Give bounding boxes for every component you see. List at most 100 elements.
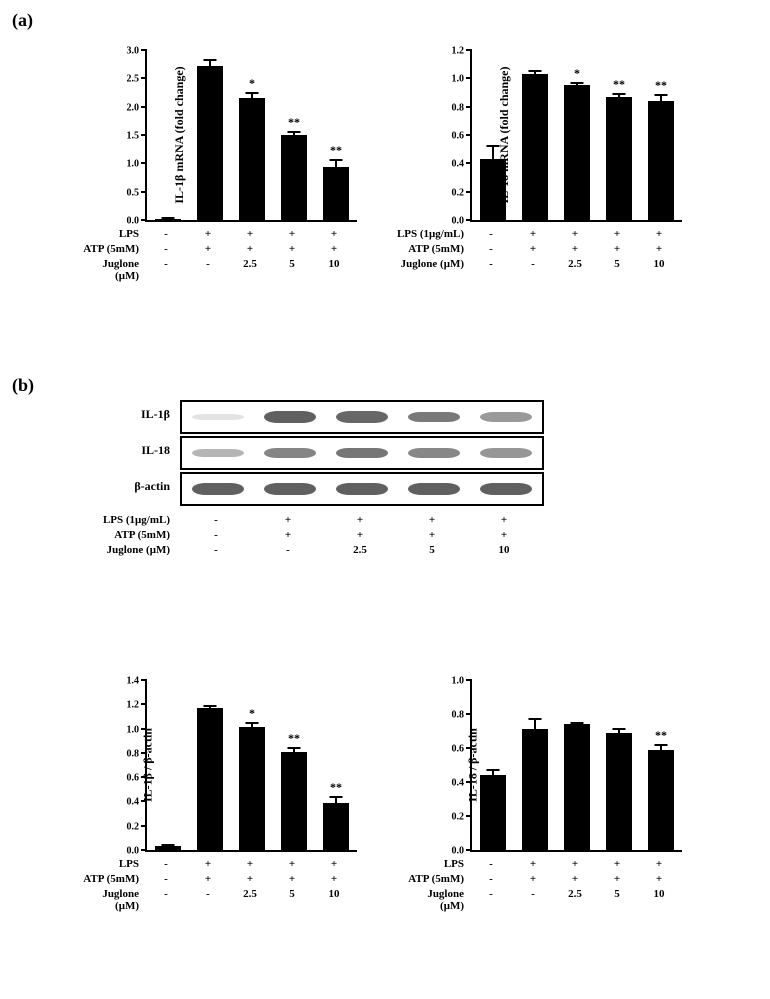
y-tick-label: 2.0 [127,102,140,113]
bar [564,724,590,850]
chart-il18-mrna: IL-18 mRNA (fold change)0.00.20.40.60.81… [470,50,680,220]
condition-cell: - [512,888,554,900]
condition-cell: - [145,858,187,870]
condition-cell: + [271,243,313,255]
condition-cell: + [229,243,271,255]
condition-cell: 10 [638,888,680,900]
y-tick-label: 0.8 [127,748,140,759]
y-tick-label: 0.6 [127,773,140,784]
condition-row-label: Juglone (μM) [60,544,170,556]
condition-row-label: LPS [44,228,139,240]
condition-cell: + [324,514,396,526]
condition-cell: 2.5 [554,258,596,270]
blot-band [408,412,460,423]
condition-cell: 5 [396,544,468,556]
panel-b-label: (b) [12,375,34,396]
y-tick-label: 0.0 [452,846,465,857]
condition-cell: - [187,888,229,900]
condition-cell: + [229,228,271,240]
bar [197,66,223,220]
condition-cell: + [596,858,638,870]
condition-cell: 2.5 [229,888,271,900]
condition-cell: + [596,228,638,240]
condition-cell: + [313,858,355,870]
bar [564,85,590,220]
blot-band [264,411,316,423]
y-tick-label: 1.2 [127,700,140,711]
y-tick-label: 1.5 [127,131,140,142]
y-tick-label: 1.0 [127,159,140,170]
condition-cell: - [470,873,512,885]
condition-row-label: ATP (5mM) [44,873,139,885]
y-tick-label: 0.0 [127,846,140,857]
condition-cell: + [512,243,554,255]
y-tick-label: 0.6 [452,131,465,142]
condition-cell: + [229,873,271,885]
condition-cell: + [512,873,554,885]
condition-cell: 5 [596,258,638,270]
condition-cell: + [512,228,554,240]
condition-cell: + [187,228,229,240]
y-axis-label: IL-1β mRNA (fold change) [172,66,187,203]
y-tick-label: 0.2 [452,187,465,198]
condition-row-label: LPS [369,858,464,870]
condition-cell: 5 [596,888,638,900]
condition-cell: - [145,258,187,270]
condition-cell: + [596,873,638,885]
y-tick-label: 0.2 [127,821,140,832]
y-tick-label: 0.0 [452,216,465,227]
condition-cell: 2.5 [229,258,271,270]
significance-marker: ** [655,728,667,743]
chart-il1b-mrna: IL-1β mRNA (fold change)0.00.51.01.52.02… [145,50,355,220]
significance-marker: * [249,706,255,721]
condition-cell: + [187,858,229,870]
condition-row-label: ATP (5mM) [60,529,170,541]
blot-band [336,411,388,422]
bar [648,101,674,220]
condition-cell: + [313,228,355,240]
significance-marker: ** [655,78,667,93]
condition-row-label: LPS (1μg/mL) [60,514,170,526]
blot-band [480,483,532,495]
condition-row-label: Juglone(μM) [44,888,139,912]
y-tick-label: 0.2 [452,812,465,823]
bar [480,775,506,850]
significance-marker: ** [613,77,625,92]
condition-cell: + [554,243,596,255]
condition-cell: + [638,243,680,255]
condition-cell: - [470,243,512,255]
condition-cell: + [271,228,313,240]
condition-cell: + [638,873,680,885]
condition-cell: + [554,228,596,240]
condition-cell: + [271,858,313,870]
y-tick-label: 1.4 [127,676,140,687]
bar [522,74,548,220]
condition-cell: 5 [271,258,313,270]
significance-marker: * [249,76,255,91]
y-axis-label: IL-1β / β-actin [140,728,155,802]
condition-cell: 10 [638,258,680,270]
bar [522,729,548,850]
y-tick-label: 1.2 [452,46,465,57]
condition-cell: - [470,888,512,900]
condition-cell: - [187,258,229,270]
bar [480,159,506,220]
blot-band [336,448,388,459]
bar [239,98,265,220]
blot-band [264,448,316,458]
condition-cell: + [252,514,324,526]
condition-row-label: ATP (5mM) [44,243,139,255]
blot-band [480,412,532,421]
y-tick-label: 0.8 [452,710,465,721]
panel-a-label: (a) [12,10,33,31]
condition-row-label: LPS (1μg/mL) [369,228,464,240]
y-tick-label: 3.0 [127,46,140,57]
condition-cell: - [145,243,187,255]
condition-cell: + [554,858,596,870]
condition-cell: + [512,858,554,870]
condition-cell: + [638,858,680,870]
condition-cell: + [396,529,468,541]
significance-marker: * [574,66,580,81]
blot-band [480,448,532,457]
condition-cell: 5 [271,888,313,900]
